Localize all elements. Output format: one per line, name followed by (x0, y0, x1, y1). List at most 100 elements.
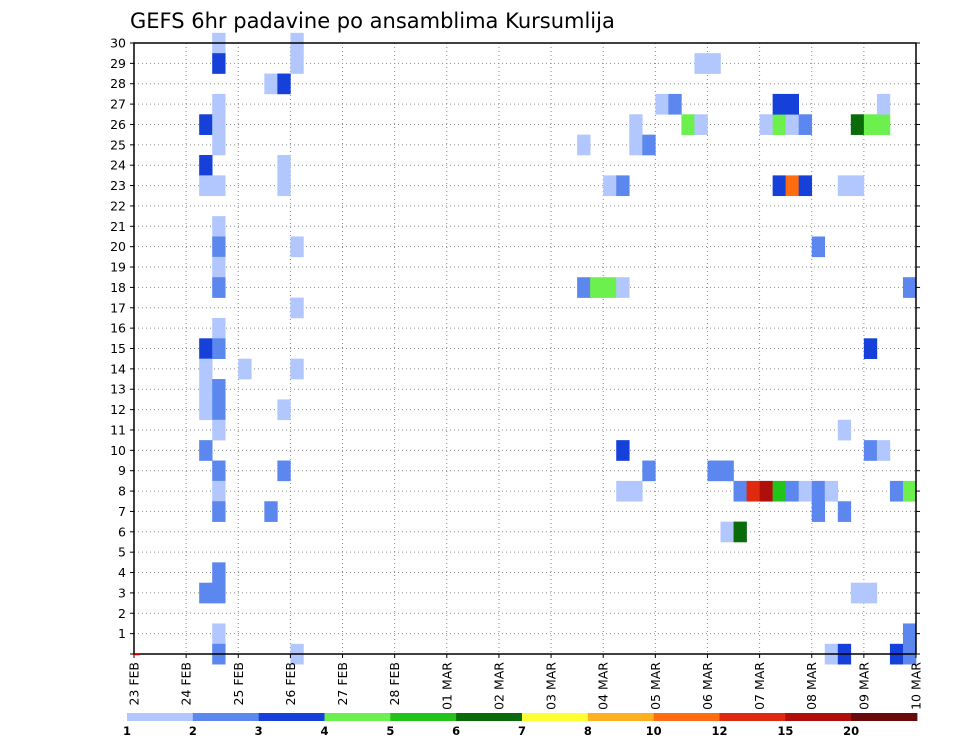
data-cell (876, 114, 891, 135)
data-cell (785, 480, 799, 502)
data-cell (863, 338, 878, 359)
y-tick-label: 21 (110, 219, 126, 234)
data-cell (824, 480, 839, 502)
y-tick-label: 29 (110, 56, 126, 71)
data-cell (277, 175, 291, 197)
data-cell (212, 399, 226, 421)
legend-label: 15 (777, 724, 793, 738)
data-cell (694, 53, 708, 74)
legend-label: 12 (711, 724, 727, 738)
data-cell (629, 480, 643, 502)
data-cell (212, 480, 226, 502)
data-cell (264, 501, 278, 522)
legend-color-swatch (192, 713, 260, 721)
data-cell (212, 419, 226, 441)
data-cell (811, 236, 826, 258)
data-cell (876, 93, 891, 115)
data-cell (876, 440, 891, 461)
x-tick-label: 06 MAR (700, 662, 715, 710)
y-tick-label: 12 (110, 402, 126, 417)
legend-color-swatch (653, 713, 720, 721)
data-cell (212, 379, 226, 400)
data-cell (199, 338, 213, 359)
data-cell (837, 419, 852, 441)
data-cell (199, 379, 213, 400)
y-tick-label: 11 (110, 422, 126, 437)
y-tick-label: 22 (110, 198, 126, 213)
y-tick-label: 30 (110, 36, 126, 51)
data-cell (694, 114, 708, 135)
data-cell (212, 53, 226, 74)
x-tick-label: 05 MAR (648, 662, 663, 710)
data-cell (199, 175, 213, 197)
data-cell (616, 277, 630, 298)
chart-title: GEFS 6hr padavine po ansamblima Kursumli… (130, 9, 615, 33)
data-cell (759, 480, 773, 502)
data-cell (798, 480, 813, 502)
y-tick-label: 26 (110, 117, 126, 132)
legend-label: 7 (518, 724, 526, 738)
x-tick-label: 26 FEB (283, 662, 298, 706)
data-cell (238, 358, 252, 380)
data-cell (785, 114, 799, 135)
data-cell (212, 93, 226, 115)
data-cell (720, 521, 734, 543)
data-cell (863, 114, 878, 135)
legend-label: 6 (452, 724, 460, 738)
data-cell (902, 277, 917, 298)
data-cell (785, 93, 799, 115)
y-tick-label: 7 (118, 504, 126, 519)
data-cell (212, 134, 226, 156)
data-cell (733, 480, 747, 502)
data-cell (616, 175, 630, 197)
y-tick-label: 1 (118, 626, 126, 641)
x-tick-label: 04 MAR (596, 662, 611, 710)
legend-color-swatch (258, 713, 325, 721)
data-cell (212, 216, 226, 237)
data-cell (277, 73, 291, 95)
data-cell (772, 114, 786, 135)
data-cell (850, 175, 865, 197)
data-cell (902, 480, 917, 502)
data-cell (212, 582, 226, 604)
legend-label: 20 (843, 724, 859, 738)
legend-label: 3 (255, 724, 263, 738)
legend-label: 10 (646, 724, 662, 738)
data-cell (212, 623, 226, 645)
data-cell (290, 358, 304, 380)
x-tick-label: 07 MAR (752, 662, 767, 710)
y-tick-label: 8 (118, 484, 126, 499)
data-cell (290, 53, 304, 74)
x-tick-label: 03 MAR (544, 662, 559, 710)
x-tick-label: 27 FEB (335, 662, 350, 706)
y-tick-label: 14 (110, 361, 126, 376)
data-cell (837, 501, 852, 522)
data-cell (199, 582, 213, 604)
data-cell (811, 501, 826, 522)
data-cell (199, 358, 213, 380)
x-tick-label: 23 FEB (127, 662, 142, 706)
y-tick-label: 9 (118, 463, 126, 478)
data-cell (655, 93, 669, 115)
data-cell (199, 440, 213, 461)
x-tick-label: 25 FEB (231, 662, 246, 706)
legend-color-swatch (127, 713, 194, 721)
data-cell (772, 93, 786, 115)
data-cell (290, 236, 304, 258)
data-cell (212, 562, 226, 584)
data-cell (863, 440, 878, 461)
data-cell (746, 480, 760, 502)
data-cell (772, 175, 786, 197)
data-cell (798, 175, 813, 197)
legend-color-swatch (587, 713, 655, 721)
legend-color-swatch (719, 713, 786, 721)
data-cell (720, 460, 734, 482)
legend-label: 4 (320, 724, 328, 738)
data-cell (642, 134, 656, 156)
y-axis-tick-labels: 1234567891011121314151617181920212223242… (110, 36, 126, 642)
data-cell (850, 582, 865, 604)
legend-color-swatch (522, 713, 589, 721)
data-cell (212, 317, 226, 339)
y-tick-label: 24 (110, 158, 126, 173)
y-tick-label: 15 (110, 341, 126, 356)
